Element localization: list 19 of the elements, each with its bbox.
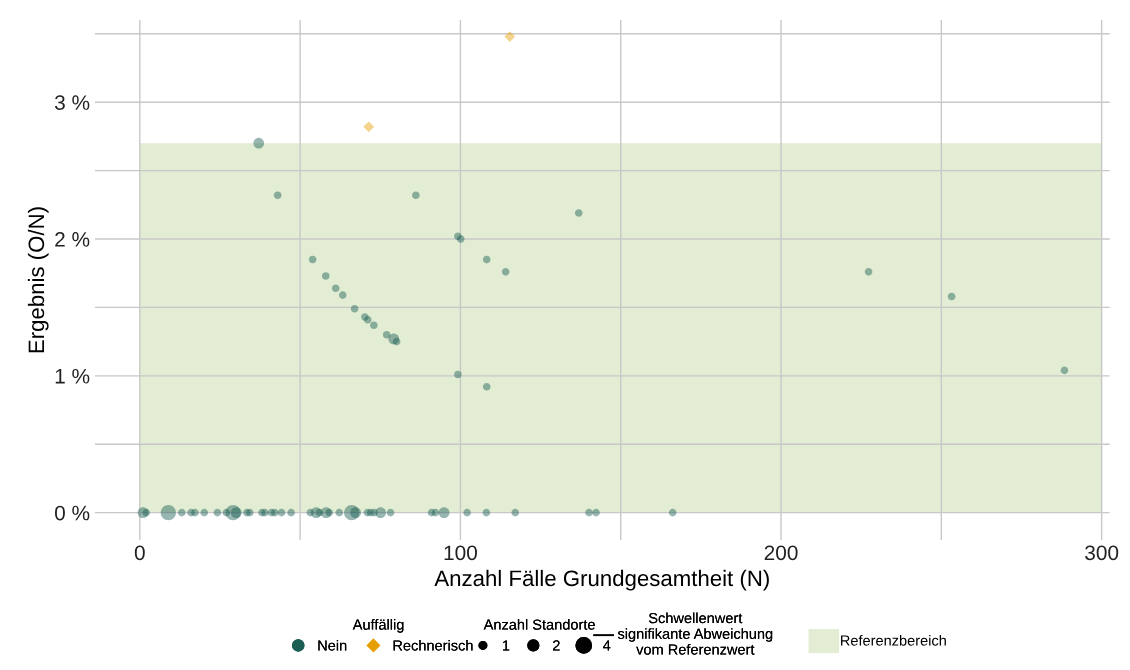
y-tick-label: 3 % [54, 95, 90, 110]
legend-title: Auffällig [352, 619, 404, 633]
legend-label: 2 [553, 640, 560, 651]
legend-label: Rechnerisch [393, 639, 473, 651]
legend-label: Nein [318, 639, 347, 651]
legend-label: 4 [603, 640, 611, 651]
y-tick-label: 1 % [55, 368, 90, 384]
y-tick-label: 2 % [55, 232, 90, 247]
x-tick-label: 100 [444, 545, 477, 561]
y-axis-title: Ergebnis (O/N) [27, 207, 49, 353]
x-tick-label: 200 [764, 545, 798, 561]
x-axis-title: Anzahl Fälle Grundgesamtheit (N) [434, 569, 769, 591]
y-tick-label: 0 % [54, 505, 90, 521]
legend-label: 1 [503, 640, 510, 651]
text: Anzahl Standorte [483, 619, 595, 630]
legend-label: Referenzbereich [841, 634, 946, 646]
x-tick-label: 0 [134, 545, 145, 561]
text: Schwellenwert signifikante Abweichung vom Referenzwert [617, 612, 773, 655]
x-tick-label: 300 [1085, 545, 1119, 561]
